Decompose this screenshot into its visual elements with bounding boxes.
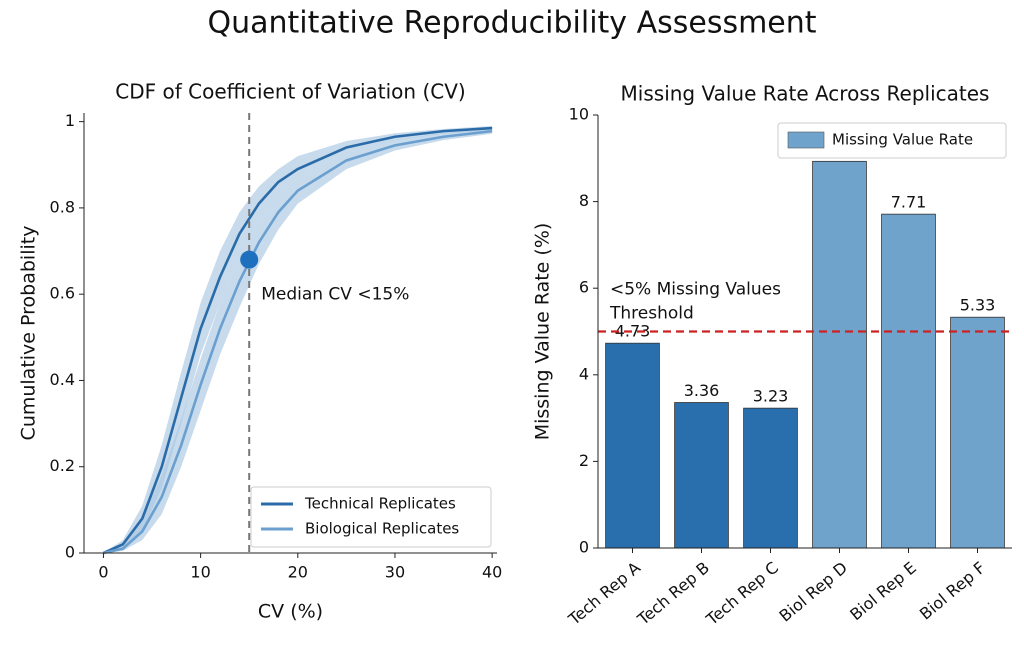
x-tick-label: Tech Rep B <box>633 558 713 629</box>
bar-value-label: 7.71 <box>891 193 927 212</box>
bar-value-label: 4.73 <box>615 322 651 341</box>
x-tick-label: 20 <box>288 563 308 582</box>
threshold-label: <5% Missing Values <box>610 280 781 300</box>
y-tick-label: 0.6 <box>50 284 75 303</box>
legend-swatch <box>787 131 825 149</box>
x-tick-label: Biol Rep E <box>846 558 920 624</box>
median-marker <box>240 250 259 269</box>
x-tick-label: 30 <box>385 563 405 582</box>
confidence-band <box>103 125 493 554</box>
x-tick-label: Tech Rep C <box>702 558 782 629</box>
y-tick-label: 0.2 <box>50 456 75 475</box>
legend-label: Missing Value Rate <box>832 131 973 149</box>
x-tick-label: 0 <box>98 563 108 582</box>
y-tick-label: 8 <box>579 191 589 210</box>
legend-box <box>250 486 492 548</box>
legend-label: Biological Replicates <box>305 520 459 538</box>
y-axis-label: Missing Value Rate (%) <box>532 223 554 441</box>
x-tick-label: 40 <box>482 563 502 582</box>
bar <box>812 160 867 549</box>
x-tick-label: Biol Rep F <box>916 558 989 624</box>
y-tick-label: 2 <box>579 451 589 470</box>
bar <box>605 342 660 549</box>
bar-value-label: 5.33 <box>960 296 996 315</box>
legend-box <box>777 122 1007 159</box>
x-tick-label: Tech Rep A <box>564 558 644 629</box>
y-tick-label: 10 <box>569 105 589 124</box>
x-tick-label: Biol Rep D <box>776 558 851 626</box>
y-tick-label: 6 <box>579 278 589 297</box>
subplot-title: Missing Value Rate Across Replicates <box>621 82 990 106</box>
legend-label: Technical Replicates <box>304 495 456 513</box>
y-tick-label: 0.4 <box>50 370 75 389</box>
cdf-line <box>103 129 493 555</box>
bar <box>881 213 936 549</box>
bar-value-label: 3.23 <box>753 387 789 406</box>
y-tick-label: 0 <box>579 538 589 557</box>
y-tick-label: 1 <box>65 111 75 130</box>
y-tick-label: 0 <box>65 543 75 562</box>
cdf-line <box>102 126 493 555</box>
bar-value-label: 3.36 <box>684 381 720 400</box>
annotation: Median CV <15% <box>261 285 409 305</box>
bar <box>674 402 729 549</box>
x-tick-label: 10 <box>190 563 210 582</box>
bar <box>743 407 798 549</box>
x-axis-label: CV (%) <box>258 601 323 623</box>
y-tick-label: 4 <box>579 364 589 383</box>
figure-title: Quantitative Reproducibility Assessment <box>207 6 816 41</box>
threshold-label: Threshold <box>609 304 694 324</box>
subplot-title: CDF of Coefficient of Variation (CV) <box>115 80 465 104</box>
y-tick-label: 0.8 <box>50 197 75 216</box>
bar <box>950 316 1005 549</box>
y-axis-label: Cumulative Probability <box>18 226 40 441</box>
